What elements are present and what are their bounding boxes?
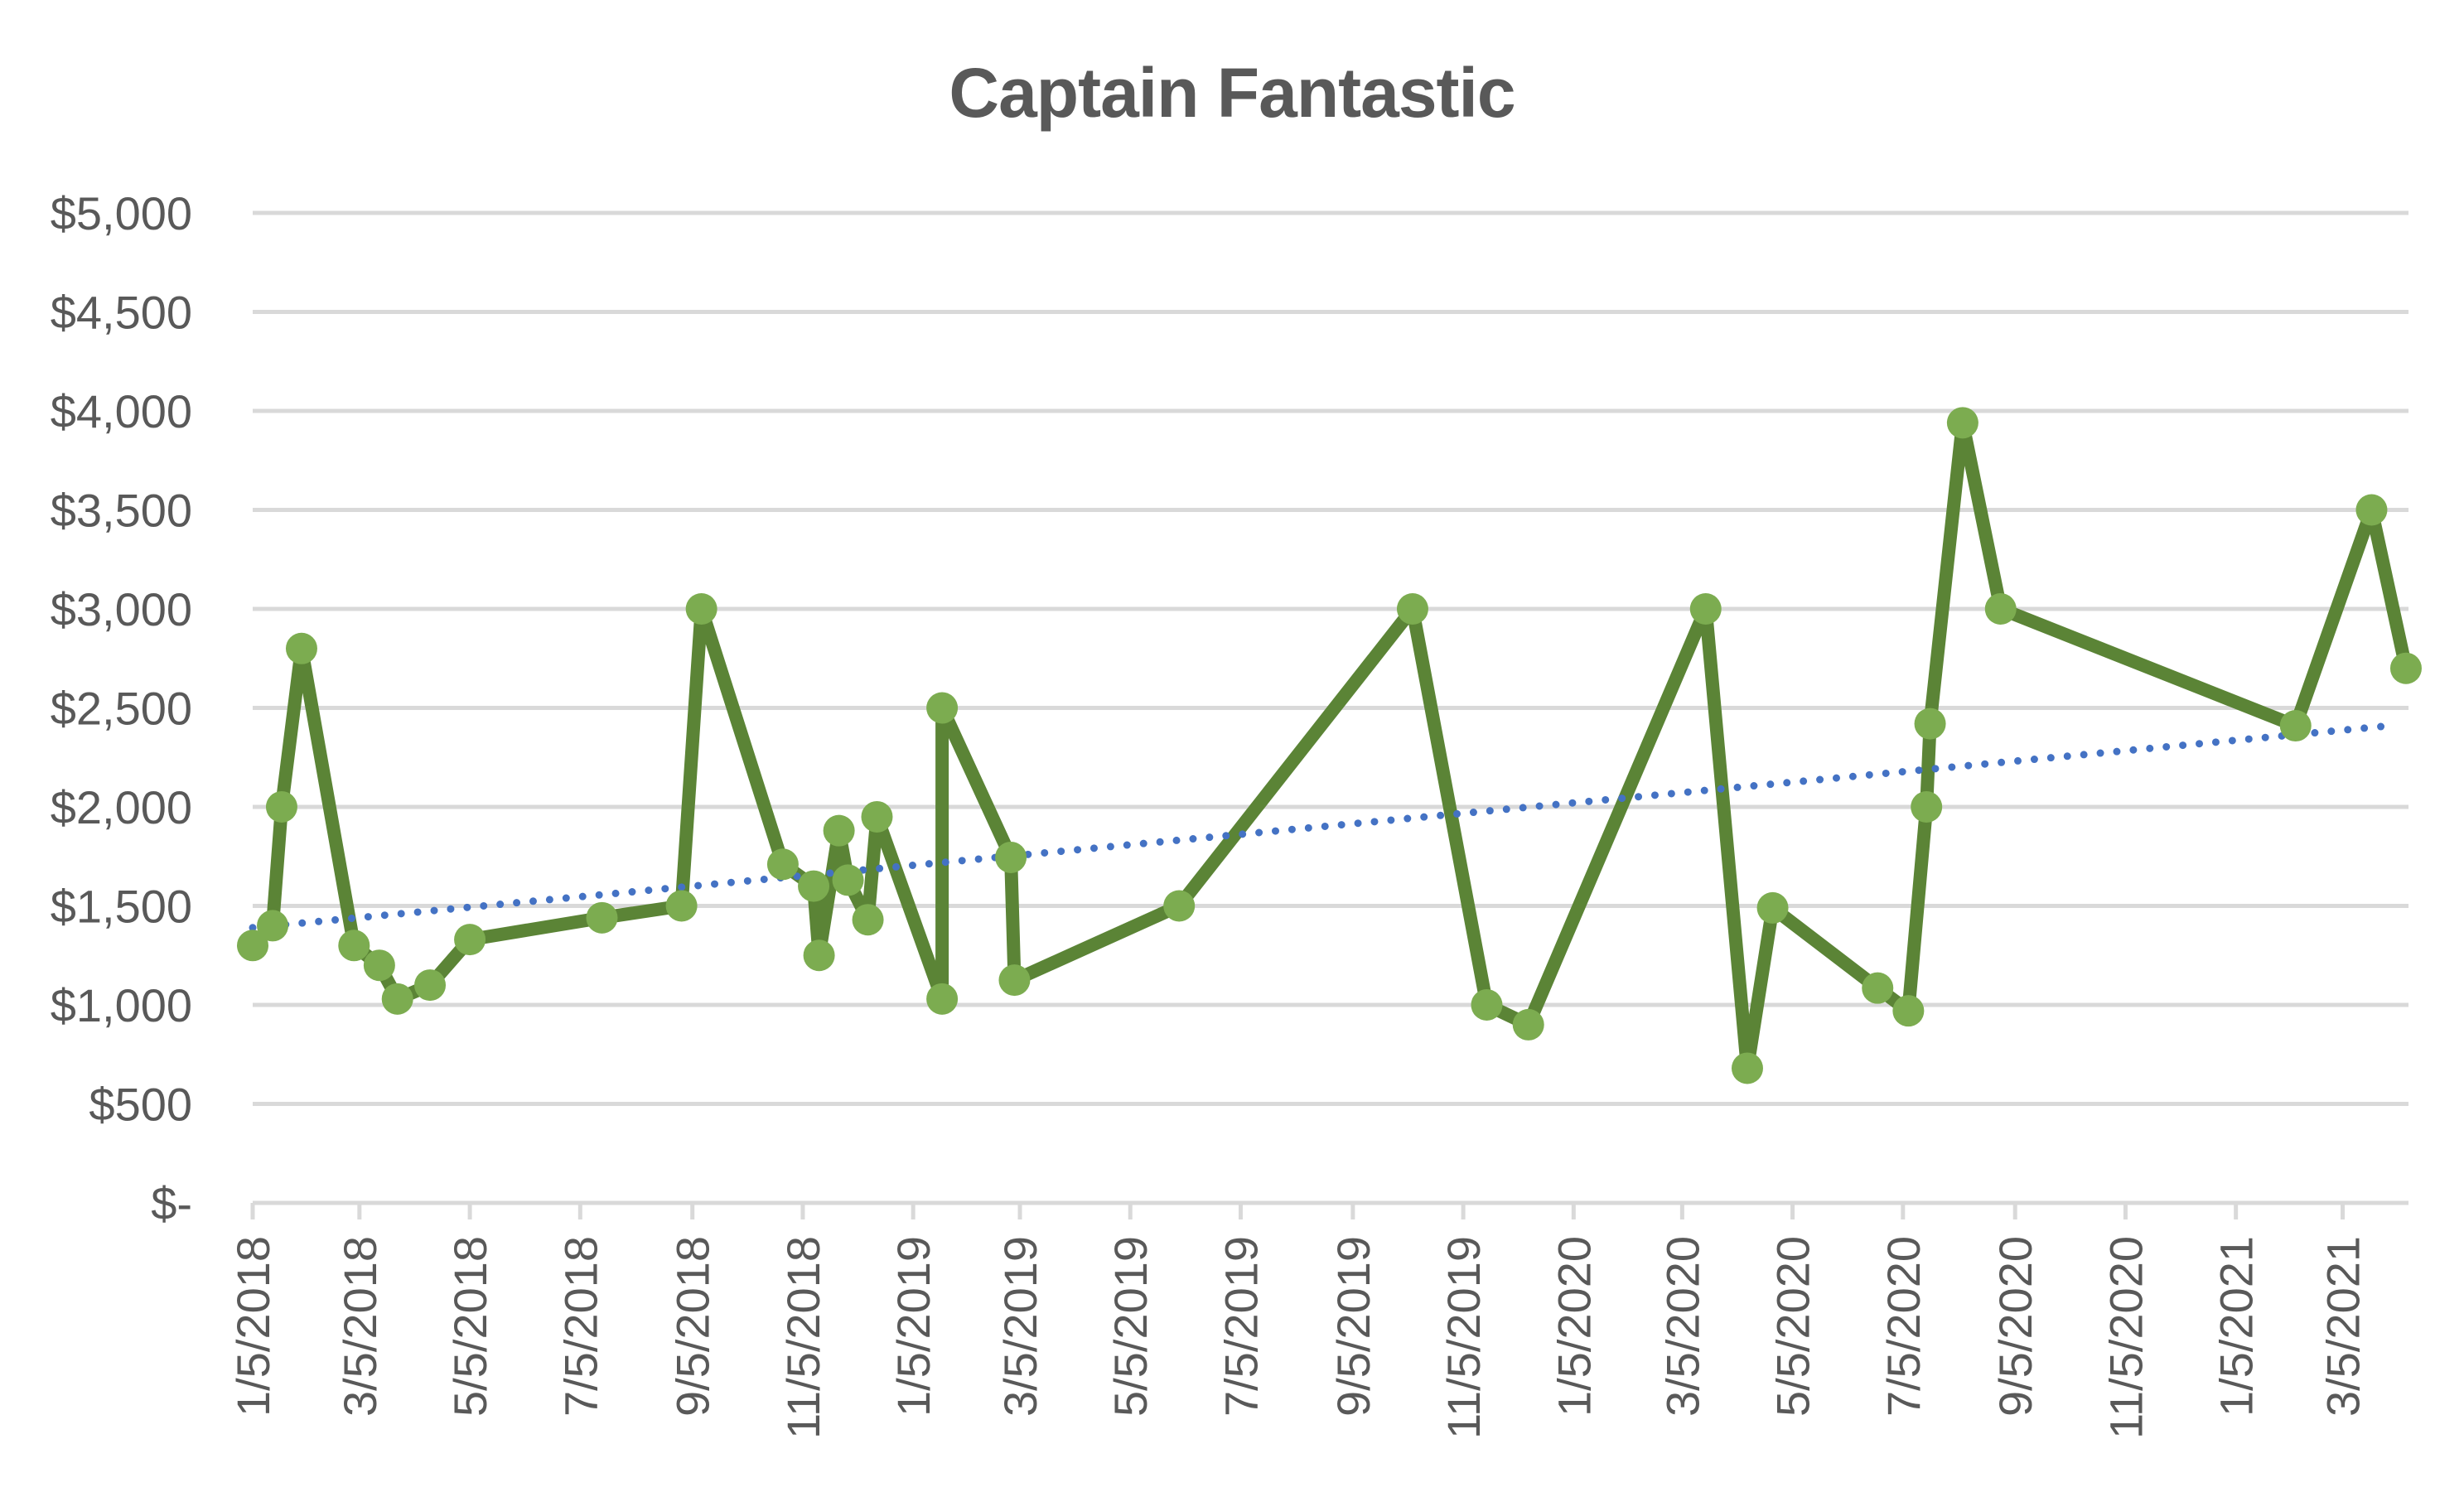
x-axis — [250, 1200, 2408, 1219]
data-point-marker — [265, 791, 297, 823]
data-point-marker — [926, 983, 959, 1015]
data-point-marker — [338, 930, 370, 962]
x-tick-label: 5/5/2018 — [444, 1236, 496, 1417]
data-point-marker — [1984, 593, 2017, 625]
series-line — [246, 416, 2413, 1075]
data-point-marker — [852, 904, 884, 936]
x-tick-label: 11/5/2020 — [2099, 1236, 2152, 1439]
data-point-marker — [237, 930, 268, 962]
y-tick-label: $- — [151, 1177, 192, 1229]
x-tick-label: 11/5/2019 — [1437, 1236, 1490, 1439]
x-tick-label: 3/5/2020 — [1656, 1236, 1708, 1417]
data-point-marker — [832, 864, 864, 896]
x-tick-label: 11/5/2018 — [777, 1236, 829, 1439]
data-point-marker — [995, 841, 1027, 873]
linear-trendline — [249, 722, 2394, 932]
data-point-marker — [1911, 791, 1943, 823]
data-point-marker — [1396, 593, 1428, 625]
data-point-marker — [803, 939, 835, 972]
y-tick-label: $4,500 — [51, 287, 192, 339]
data-point-marker — [586, 901, 618, 934]
data-point-marker — [685, 593, 717, 625]
data-point-marker — [2279, 710, 2312, 742]
x-tick-label: 5/5/2020 — [1767, 1236, 1819, 1417]
data-point-marker — [1862, 972, 1894, 1004]
data-point-marker — [926, 692, 959, 724]
gridlines — [253, 210, 2408, 1106]
data-point-marker — [2389, 652, 2422, 684]
data-point-marker — [1731, 1052, 1763, 1084]
x-tick-label: 7/5/2018 — [554, 1236, 606, 1417]
data-point-marker — [2355, 494, 2388, 526]
data-point-marker — [381, 983, 413, 1015]
x-tick-label: 9/5/2020 — [1989, 1236, 2041, 1417]
x-tick-label: 9/5/2018 — [667, 1236, 719, 1417]
data-point-marker — [1946, 407, 1978, 439]
data-point-marker — [454, 924, 486, 956]
x-tick-label: 3/5/2018 — [334, 1236, 386, 1417]
data-point-marker — [1892, 995, 1925, 1027]
data-point-marker — [665, 890, 698, 922]
y-tick-label: $2,000 — [51, 781, 192, 833]
y-axis-labels: $- $500 $1,000 $1,500 $2,000 $2,500 $3,000 $3,5… — [51, 187, 192, 1229]
y-tick-label: $4,000 — [51, 385, 192, 437]
data-point-marker — [766, 848, 799, 881]
x-tick-label: 9/5/2019 — [1327, 1236, 1379, 1417]
trendline — [249, 722, 2394, 932]
data-point-marker — [285, 632, 317, 664]
x-tick-label: 7/5/2020 — [1877, 1236, 1930, 1417]
x-tick-label: 1/5/2019 — [887, 1236, 940, 1417]
x-axis-labels: 1/5/2018 3/5/2018 5/5/2018 7/5/2018 9/5/2018… — [227, 1236, 2370, 1439]
y-tick-label: $3,000 — [51, 583, 192, 635]
data-series-line — [246, 416, 2413, 1075]
data-markers — [237, 407, 2422, 1084]
x-tick-label: 1/5/2020 — [1548, 1236, 1600, 1417]
y-tick-label: $500 — [89, 1079, 192, 1131]
data-point-marker — [861, 800, 893, 833]
y-tick-label: $1,000 — [51, 979, 192, 1031]
data-point-marker — [1914, 707, 1946, 740]
data-point-marker — [998, 964, 1031, 997]
data-point-marker — [798, 870, 830, 902]
data-point-marker — [1512, 1008, 1544, 1041]
data-point-marker — [363, 949, 395, 982]
data-point-marker — [823, 814, 855, 847]
x-tick-label: 3/5/2021 — [2317, 1236, 2370, 1417]
y-tick-label: $2,500 — [51, 683, 192, 735]
y-tick-label: $5,000 — [51, 187, 192, 239]
x-tick-label: 1/5/2018 — [227, 1236, 279, 1417]
data-point-marker — [1471, 989, 1503, 1021]
data-point-marker — [414, 969, 447, 1002]
x-tick-label: 1/5/2021 — [2210, 1236, 2263, 1417]
x-tick-label: 3/5/2019 — [994, 1236, 1046, 1417]
data-point-marker — [257, 910, 289, 942]
x-tick-label: 5/5/2019 — [1104, 1236, 1157, 1417]
data-point-marker — [1689, 593, 1722, 625]
data-point-marker — [1756, 891, 1789, 924]
y-tick-label: $3,500 — [51, 485, 192, 537]
y-tick-label: $1,500 — [51, 881, 192, 933]
x-tick-label: 7/5/2019 — [1215, 1236, 1267, 1417]
data-point-marker — [1163, 890, 1196, 922]
chart-title: Captain Fantastic — [949, 54, 1515, 132]
